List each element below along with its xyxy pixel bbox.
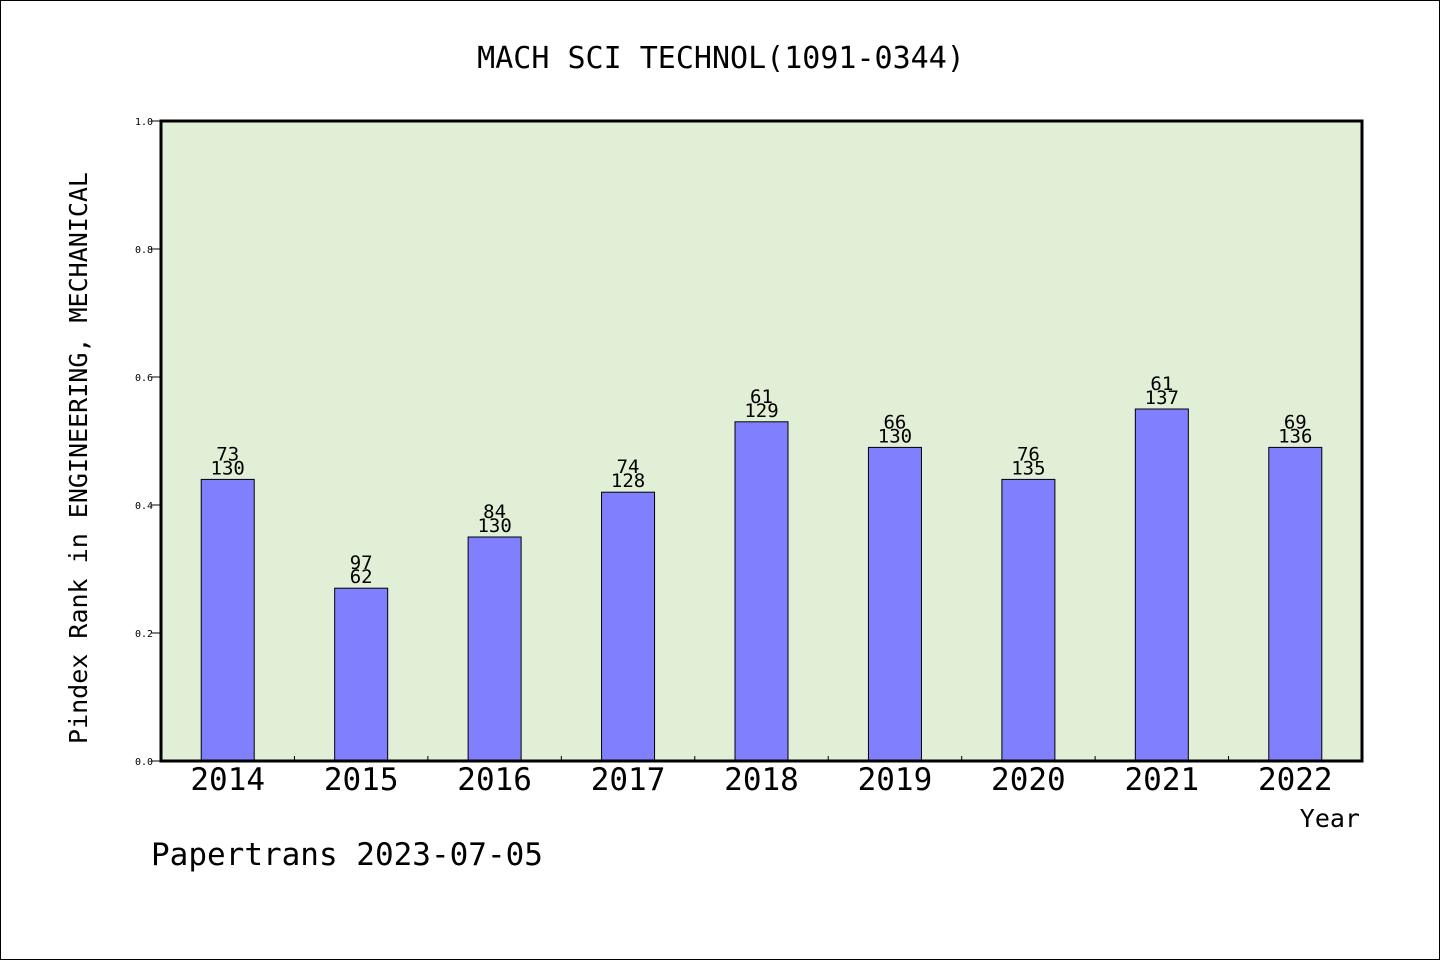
source-footer: Papertrans 2023-07-05 xyxy=(151,837,543,873)
chart-title: MACH SCI TECHNOL(1091-0344) xyxy=(477,41,965,76)
bar-label-top: 69 xyxy=(1284,411,1307,433)
bar-label-bottom: 136 xyxy=(1278,425,1312,447)
plot-border xyxy=(159,119,1364,763)
y-tick-label: 0.4 xyxy=(135,501,153,512)
bar-2014 xyxy=(200,478,255,762)
bar-label-top: 74 xyxy=(617,456,640,478)
x-axis-label: Year xyxy=(1300,804,1360,833)
bar-label-top: 97 xyxy=(350,552,373,574)
bar-label-bottom: 129 xyxy=(744,400,778,422)
bar-2017 xyxy=(601,491,656,762)
bar-label-top: 61 xyxy=(750,386,773,408)
bar-2019 xyxy=(867,446,922,762)
y-tick-label: 1.0 xyxy=(135,117,153,128)
x-tick-label: 2015 xyxy=(324,762,399,798)
bar-label-bottom: 62 xyxy=(350,566,373,588)
bar-2016 xyxy=(467,536,522,762)
bar-label-top: 84 xyxy=(483,501,506,523)
x-tick-label: 2021 xyxy=(1125,762,1200,798)
y-axis-label: Pindex Rank in ENGINEERING, MECHANICAL xyxy=(64,172,93,744)
x-tick-label: 2022 xyxy=(1258,762,1333,798)
x-tick-label: 2019 xyxy=(858,762,933,798)
data-labels-group: 7313097628413074128611296613076135611376… xyxy=(211,373,1313,588)
x-tick-label: 2020 xyxy=(991,762,1066,798)
x-tick-label: 2014 xyxy=(190,762,265,798)
y-tick-label: 0.6 xyxy=(135,373,153,384)
x-axis: 2014 2015 2016 2017 2018 2019 2020 2021 2022 xyxy=(190,756,1333,798)
bar-2015 xyxy=(334,587,389,762)
bar-label-bottom: 128 xyxy=(611,470,645,492)
y-tick-label: 0.0 xyxy=(135,757,153,768)
bar-label-bottom: 137 xyxy=(1145,387,1179,409)
bar-2022 xyxy=(1268,446,1323,762)
bar-label-bottom: 130 xyxy=(211,457,245,479)
bar-label-top: 73 xyxy=(216,443,239,465)
bar-label-bottom: 130 xyxy=(878,425,912,447)
bar-label-top: 61 xyxy=(1150,373,1173,395)
x-tick-label: 2018 xyxy=(724,762,799,798)
x-tick-label: 2017 xyxy=(591,762,666,798)
y-tick-label: 0.2 xyxy=(135,629,153,640)
bar-label-bottom: 130 xyxy=(477,515,511,537)
bar-2021 xyxy=(1134,408,1189,762)
bar-2018 xyxy=(734,421,789,762)
bar-2020 xyxy=(1001,478,1056,762)
bar-label-bottom: 135 xyxy=(1011,457,1045,479)
y-axis: 0.0 0.2 0.4 0.6 0.8 1.0 xyxy=(135,117,161,768)
bar-label-top: 76 xyxy=(1017,443,1040,465)
bar-label-top: 66 xyxy=(883,411,906,433)
y-tick-label: 0.8 xyxy=(135,245,153,256)
x-tick-label: 2016 xyxy=(457,762,532,798)
bars-group xyxy=(200,408,1323,762)
